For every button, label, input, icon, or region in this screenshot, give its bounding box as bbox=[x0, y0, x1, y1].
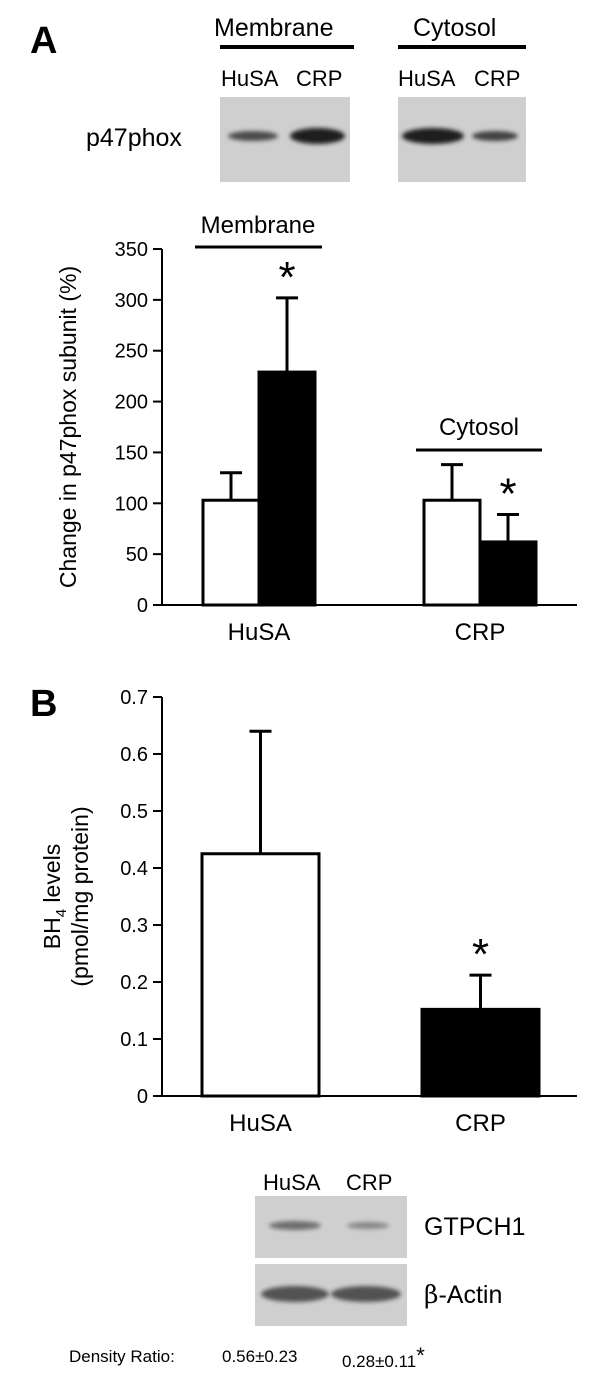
gtpch-lane-crp: CRP bbox=[346, 1170, 393, 1195]
y-tick-label-4: 0.4 bbox=[120, 858, 148, 880]
band-crp-membrane bbox=[290, 128, 345, 144]
y-tick-label-1: 50 bbox=[126, 544, 148, 566]
significance-star-crp: * bbox=[499, 469, 516, 518]
y-tick-label-0: 0 bbox=[137, 1086, 148, 1108]
y-tick-label-4: 200 bbox=[115, 392, 148, 414]
bar-husa bbox=[200, 852, 321, 1098]
bar-husa-s0 bbox=[201, 498, 261, 607]
lane-label-husa-cytosol: HuSA bbox=[398, 66, 456, 91]
density-ratio-crp: 0.28±0.11* bbox=[342, 1343, 425, 1373]
y-tick-label-0: 0 bbox=[137, 595, 148, 617]
y-axis-label-line2: (pmol/mg protein) bbox=[67, 806, 93, 986]
panel-a-letter: A bbox=[30, 20, 58, 62]
bar-crp-s0 bbox=[422, 498, 482, 607]
panel-b-letter: B bbox=[30, 683, 58, 725]
y-tick-label-3: 150 bbox=[115, 442, 148, 464]
membrane-header-rule bbox=[220, 45, 354, 49]
y-tick-label-5: 250 bbox=[115, 341, 148, 363]
x-category-label-crp: CRP bbox=[455, 619, 506, 646]
blot-protein-label: p47phox bbox=[86, 124, 182, 152]
blot-image-actin bbox=[255, 1264, 407, 1326]
bar-crp-s1 bbox=[478, 540, 538, 607]
group-label-cytosol: Cytosol bbox=[439, 414, 519, 441]
density-ratio-husa: 0.56±0.23 bbox=[222, 1347, 298, 1366]
blot-image-gtpch1 bbox=[255, 1196, 407, 1258]
lane-label-crp-membrane: CRP bbox=[296, 66, 343, 91]
y-tick-label-6: 0.6 bbox=[120, 744, 148, 766]
y-tick-label-7: 0.7 bbox=[120, 687, 148, 709]
blot-label-actin: β-Actin bbox=[424, 1280, 502, 1310]
band-actin-husa bbox=[261, 1286, 329, 1302]
y-tick-label-2: 0.2 bbox=[120, 972, 148, 994]
significance-star-crp: * bbox=[472, 930, 489, 979]
y-axis-label: Change in p47phox subunit (%) bbox=[55, 266, 81, 588]
y-axis-label-subscript: 4 bbox=[53, 909, 70, 917]
density-ratio-label: Density Ratio: bbox=[69, 1347, 175, 1366]
group-label-membrane: Membrane bbox=[201, 212, 316, 239]
blot-image-membrane bbox=[220, 97, 350, 182]
density-ratio-crp-mark: * bbox=[416, 1343, 425, 1368]
x-category-label-crp: CRP bbox=[455, 1110, 506, 1137]
panel-b-chart: 0 0.1 0.2 0.3 0.4 0.5 0.6 0.7 BH4 levels (pmol/mg… bbox=[39, 687, 577, 1137]
blot-membrane-header: Membrane bbox=[214, 14, 334, 42]
y-axis-label-line1: BH4 levels bbox=[39, 844, 70, 950]
x-category-label-husa: HuSA bbox=[229, 1110, 292, 1137]
lane-label-crp-cytosol: CRP bbox=[474, 66, 521, 91]
band-actin-crp bbox=[331, 1286, 401, 1302]
y-tick-label-1: 0.1 bbox=[120, 1029, 148, 1051]
band-gtpch1-crp bbox=[347, 1222, 389, 1229]
blot-label-gtpch1: GTPCH1 bbox=[424, 1213, 526, 1241]
blot-cytosol-header: Cytosol bbox=[413, 14, 497, 42]
density-ratio-crp-value: 0.28±0.11 bbox=[342, 1352, 417, 1371]
band-husa-cytosol bbox=[402, 128, 464, 144]
bar-crp bbox=[420, 1007, 541, 1098]
band-husa-membrane bbox=[228, 131, 278, 141]
bar-husa-s1 bbox=[257, 370, 317, 607]
band-crp-cytosol bbox=[472, 131, 518, 141]
y-axis-label-levels: levels bbox=[39, 844, 65, 909]
blot-image-cytosol bbox=[398, 97, 526, 182]
band-gtpch1-husa bbox=[269, 1221, 321, 1230]
y-tick-label-5: 0.5 bbox=[120, 801, 148, 823]
actin-label-text: -Actin bbox=[438, 1281, 503, 1309]
panel-a-chart: 0 50 100 150 200 250 300 350 Change in p47phox s… bbox=[55, 212, 577, 646]
y-tick-label-7: 350 bbox=[115, 239, 148, 261]
beta-symbol: β bbox=[424, 1280, 439, 1309]
gtpch-lane-husa: HuSA bbox=[263, 1170, 321, 1195]
significance-star-husa: * bbox=[278, 253, 295, 302]
cytosol-header-rule bbox=[398, 45, 526, 49]
y-tick-label-6: 300 bbox=[115, 290, 148, 312]
y-axis-label-bh: BH bbox=[39, 917, 65, 949]
x-category-label-husa: HuSA bbox=[228, 619, 291, 646]
y-tick-label-3: 0.3 bbox=[120, 915, 148, 937]
y-tick-label-2: 100 bbox=[115, 493, 148, 515]
lane-label-husa-membrane: HuSA bbox=[221, 66, 279, 91]
